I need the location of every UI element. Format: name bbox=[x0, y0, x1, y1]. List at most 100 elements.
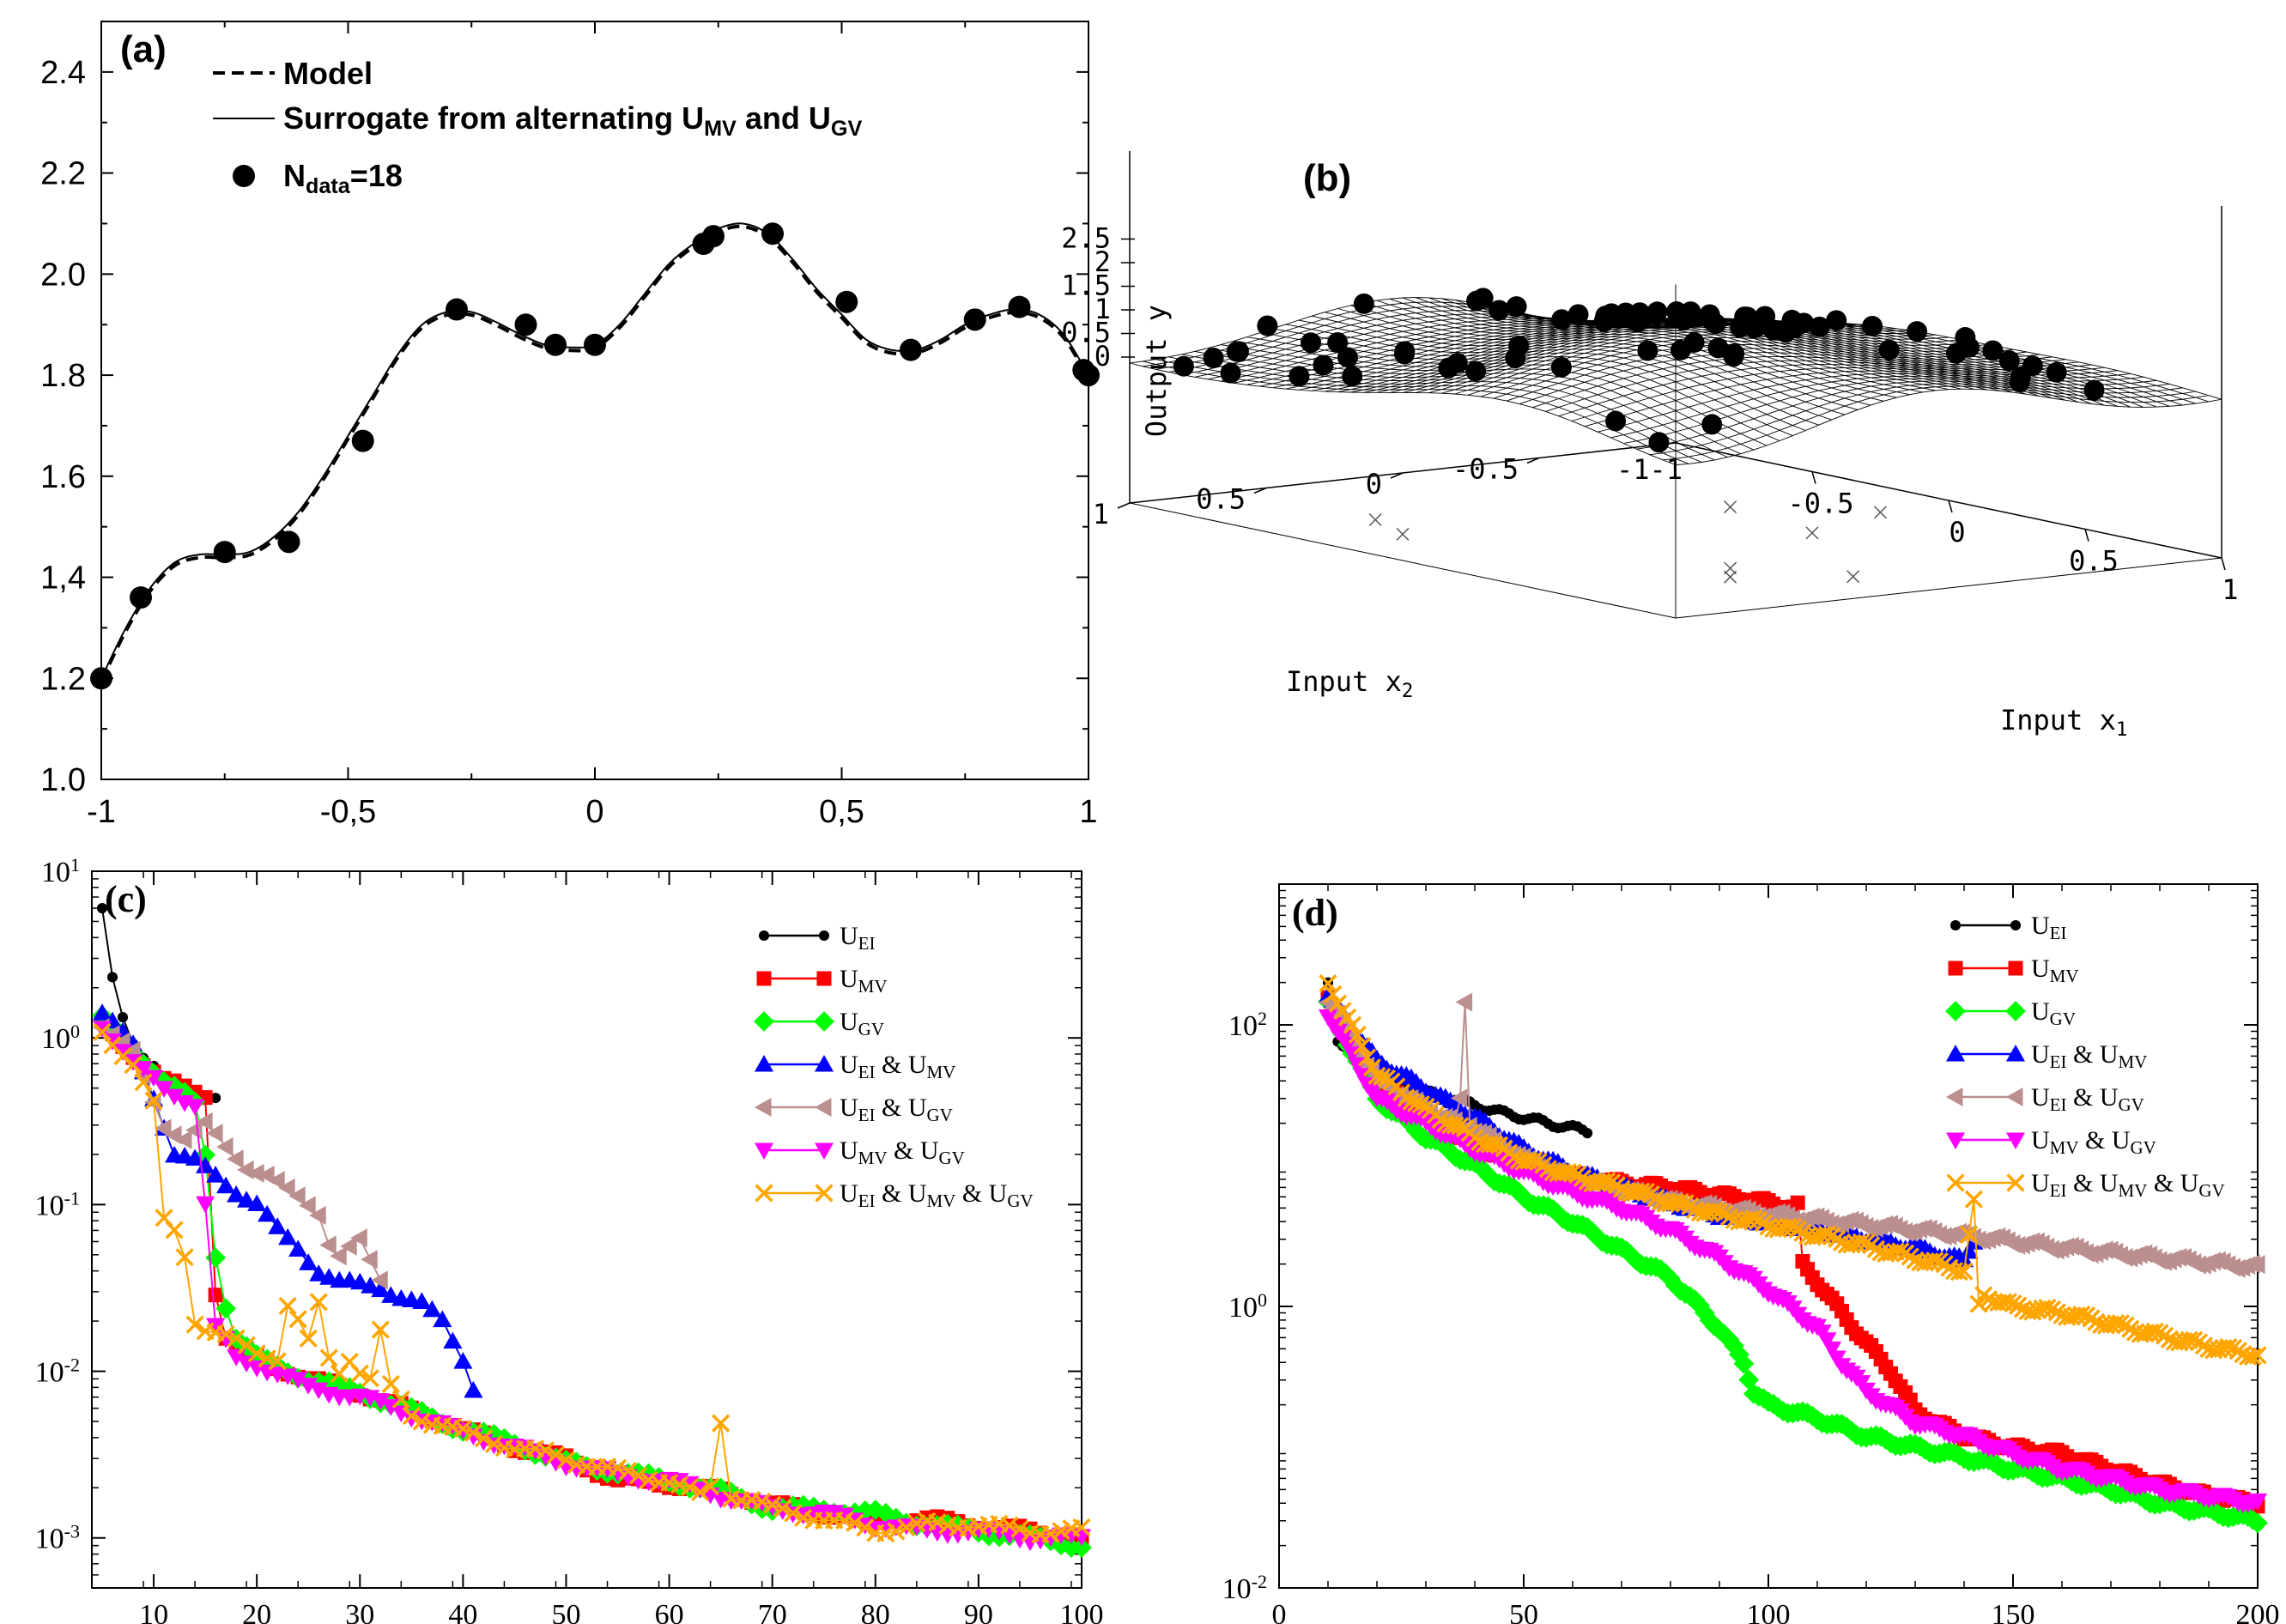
legend-marker bbox=[814, 1142, 834, 1160]
sample-point bbox=[1637, 340, 1658, 361]
series-marker bbox=[2243, 1347, 2262, 1366]
series-marker bbox=[1450, 1088, 1468, 1108]
series-marker bbox=[258, 1204, 277, 1222]
series-marker bbox=[2023, 1302, 2042, 1321]
z-tick-label: 1 bbox=[1094, 293, 1111, 325]
legend-label-part: U bbox=[840, 1094, 858, 1122]
sample-point bbox=[1313, 354, 1334, 376]
x1-tick bbox=[1811, 471, 1816, 484]
series-marker bbox=[319, 1235, 337, 1255]
panel-b: 2.521.510.50-0.500.511 0.5 0 -0.5 -1-1Input … bbox=[1061, 151, 2239, 741]
legend-label-part: MV bbox=[2119, 1180, 2148, 1201]
series-marker bbox=[1671, 1192, 1689, 1211]
series-marker bbox=[1724, 1335, 1744, 1356]
legend-marker bbox=[1945, 1001, 1966, 1021]
y-tick-label: 1,4 bbox=[40, 561, 86, 597]
series-marker bbox=[247, 1194, 267, 1212]
sample-point bbox=[1982, 340, 2004, 361]
series-marker bbox=[391, 1390, 410, 1409]
x2-tick-label: 0.5 bbox=[1196, 483, 1246, 516]
series-marker bbox=[381, 1286, 401, 1303]
legend-data-label: Ndata=18 bbox=[283, 158, 403, 198]
series-marker bbox=[453, 1352, 473, 1369]
series-marker bbox=[628, 1466, 648, 1485]
y-tick-label: 1.8 bbox=[40, 358, 86, 394]
legend-data-label-part: data bbox=[306, 174, 351, 198]
x-tick-label: -0,5 bbox=[320, 794, 376, 830]
series-marker bbox=[546, 1445, 566, 1464]
series-marker bbox=[433, 1310, 452, 1328]
sample-point bbox=[1220, 362, 1241, 384]
legend-marker bbox=[2010, 919, 2022, 931]
series-marker bbox=[1582, 1128, 1593, 1139]
legend-marker bbox=[754, 1142, 774, 1160]
legend-label-part: GV bbox=[2119, 1094, 2144, 1115]
legend-label-part: GV bbox=[2131, 1137, 2156, 1158]
legend-label-part: U bbox=[840, 1136, 858, 1165]
data-point bbox=[761, 222, 784, 245]
data-point bbox=[446, 298, 468, 321]
series-marker bbox=[1353, 1037, 1372, 1056]
legend-label-part: U bbox=[2031, 997, 2050, 1026]
projection-mark bbox=[1724, 561, 1737, 575]
series-marker bbox=[473, 1421, 494, 1443]
legend-label-part: EI bbox=[2050, 1180, 2067, 1201]
series-marker bbox=[206, 1318, 226, 1336]
legend-label-part: MV bbox=[2119, 1051, 2148, 1072]
y-tick-label: 1.0 bbox=[40, 762, 86, 798]
sample-point bbox=[1337, 347, 1358, 368]
projection-mark bbox=[1846, 570, 1860, 584]
series-marker bbox=[371, 1280, 391, 1298]
corner-tick-label: -1-1 bbox=[1616, 453, 1683, 486]
series-marker bbox=[144, 1070, 164, 1088]
series-marker bbox=[258, 1349, 276, 1368]
series-marker bbox=[1052, 1522, 1070, 1541]
series-marker bbox=[1356, 1066, 1378, 1088]
series-marker bbox=[350, 1228, 367, 1248]
series-marker bbox=[185, 1315, 204, 1334]
series-marker bbox=[556, 1451, 576, 1469]
y-tick-label: 100 bbox=[1228, 1289, 1267, 1324]
y-tick-label: 1.6 bbox=[40, 459, 86, 495]
series-marker bbox=[340, 1236, 357, 1256]
series-marker bbox=[681, 1478, 700, 1497]
legend-model-label: Model bbox=[283, 56, 373, 91]
sample-point bbox=[1289, 366, 1310, 387]
series-marker bbox=[1689, 1295, 1711, 1317]
series-marker bbox=[1524, 1151, 1543, 1170]
series-marker bbox=[134, 1073, 153, 1092]
legend-label-part: EI bbox=[858, 1191, 876, 1211]
legend-label-part: & U bbox=[876, 1094, 927, 1122]
series-marker bbox=[361, 1276, 380, 1294]
legend-marker bbox=[1946, 1173, 1965, 1192]
series-marker bbox=[391, 1395, 412, 1416]
series-marker bbox=[268, 1217, 288, 1234]
y-tick-base: 10 bbox=[1228, 1292, 1258, 1324]
series-marker bbox=[1563, 1163, 1582, 1182]
series-marker bbox=[474, 1429, 493, 1448]
y-tick-label: 2.4 bbox=[40, 55, 86, 91]
series-marker bbox=[928, 1513, 947, 1532]
legend-marker bbox=[1945, 1044, 1966, 1062]
series-marker bbox=[1343, 1015, 1362, 1034]
x1-tick bbox=[2221, 557, 2226, 571]
x-tick-label: 200 bbox=[2236, 1599, 2280, 1624]
model-curve bbox=[100, 224, 1090, 682]
legend-surrogate-label-part: Surrogate from alternating U bbox=[283, 100, 704, 136]
z-tick-label: 0 bbox=[1094, 340, 1111, 373]
series-marker bbox=[1358, 1048, 1377, 1067]
legend-label: UEI & UMV & UGV bbox=[840, 1179, 1034, 1211]
x2-axis-title-part: Input x bbox=[1286, 665, 1402, 698]
legend-label-part: EI bbox=[2050, 923, 2067, 943]
legend-data-label-part: N bbox=[283, 158, 306, 193]
series-marker bbox=[227, 1185, 246, 1203]
legend-label-part: EI bbox=[858, 1105, 876, 1125]
series-marker bbox=[784, 1504, 803, 1523]
legend-marker bbox=[816, 971, 832, 986]
surrogate-curve bbox=[100, 222, 1089, 679]
sample-point bbox=[1774, 322, 1796, 343]
series-marker bbox=[195, 1144, 216, 1166]
series-marker bbox=[1959, 1241, 1979, 1259]
series-marker bbox=[216, 1324, 235, 1344]
y-tick-label: 1.2 bbox=[40, 661, 86, 697]
